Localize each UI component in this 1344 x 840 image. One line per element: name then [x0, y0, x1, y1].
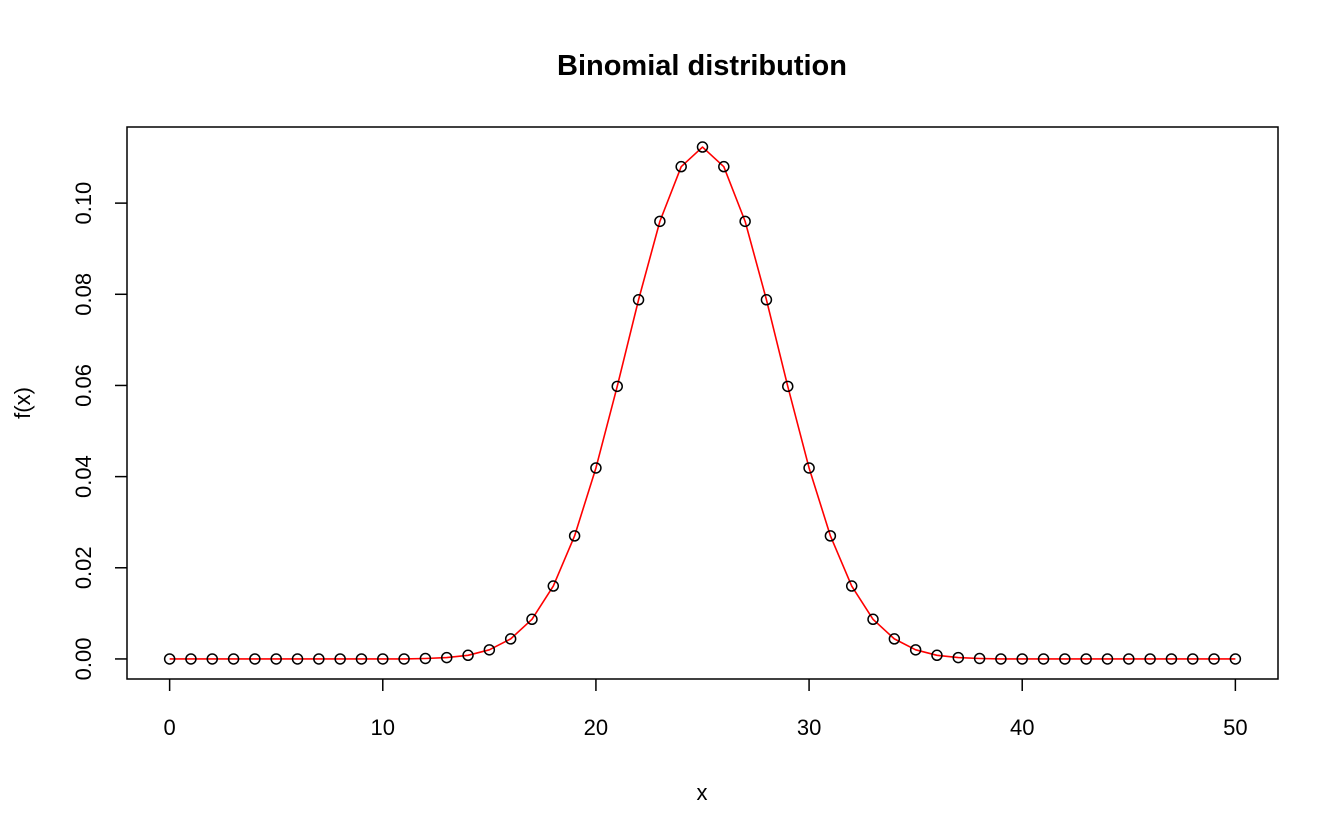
data-point — [398, 653, 410, 665]
data-point — [824, 530, 837, 542]
x-tick-label: 10 — [371, 715, 395, 740]
data-point — [1037, 653, 1050, 665]
data-point — [483, 644, 496, 656]
x-tick-label: 50 — [1223, 715, 1247, 740]
x-tick-label: 0 — [164, 715, 176, 740]
data-point — [185, 653, 197, 665]
data-point — [440, 651, 453, 664]
x-tick-label: 40 — [1010, 715, 1034, 740]
data-point — [590, 462, 602, 474]
data-point — [1123, 653, 1135, 665]
x-axis: 0 10 20 30 40 50 — [164, 679, 1248, 740]
data-point — [462, 649, 474, 662]
data-point — [206, 653, 219, 665]
data-point — [504, 633, 517, 645]
density-line-layer — [169, 146, 1236, 660]
data-point — [654, 215, 666, 228]
data-point — [675, 160, 687, 173]
density-line — [169, 146, 1236, 660]
data-point — [334, 653, 346, 665]
data-point — [1059, 653, 1071, 665]
data-point — [249, 653, 261, 665]
y-tick-label: 0.02 — [71, 546, 96, 589]
data-point — [1144, 653, 1156, 665]
data-point — [718, 160, 730, 173]
data-point — [1016, 653, 1028, 665]
y-tick-label: 0.10 — [71, 182, 96, 225]
x-tick-label: 30 — [797, 715, 821, 740]
data-point — [547, 580, 560, 592]
data-point — [632, 294, 645, 306]
y-tick-label: 0.00 — [71, 638, 96, 681]
data-point — [355, 653, 368, 665]
data-point — [952, 651, 965, 664]
data-point — [526, 613, 538, 626]
data-point — [377, 653, 389, 665]
data-point — [909, 644, 922, 656]
y-tick-label: 0.06 — [71, 364, 96, 407]
data-point — [782, 380, 794, 393]
plot-frame — [126, 126, 1279, 680]
data-point — [568, 530, 581, 542]
data-point — [1080, 653, 1092, 665]
data-point — [845, 580, 858, 592]
data-point — [291, 653, 304, 665]
data-point — [313, 653, 325, 665]
data-point — [163, 653, 176, 665]
data-point — [1186, 653, 1199, 665]
chart-title: Binomial distribution — [557, 50, 847, 82]
y-tick-label: 0.04 — [71, 455, 96, 498]
data-point — [1208, 653, 1220, 665]
x-tick-label: 20 — [584, 715, 608, 740]
data-point — [888, 633, 901, 645]
data-point — [611, 380, 623, 393]
data-point — [867, 613, 879, 626]
x-axis-label: x — [697, 780, 708, 805]
probability-points-layer — [163, 141, 1242, 665]
data-point — [1101, 653, 1114, 665]
data-point — [931, 649, 943, 662]
data-point — [739, 215, 751, 228]
data-point — [227, 653, 240, 665]
y-axis-label: f(x) — [10, 387, 35, 419]
data-point — [973, 652, 986, 665]
data-point — [419, 652, 432, 665]
data-point — [995, 653, 1007, 665]
data-point — [803, 462, 815, 474]
data-point — [760, 294, 773, 306]
y-tick-label: 0.08 — [71, 273, 96, 316]
data-point — [696, 141, 709, 153]
data-point — [270, 653, 282, 665]
data-point — [1229, 653, 1242, 665]
y-axis: 0.00 0.02 0.04 0.06 0.08 0.10 — [71, 182, 127, 681]
data-point — [1165, 653, 1178, 665]
